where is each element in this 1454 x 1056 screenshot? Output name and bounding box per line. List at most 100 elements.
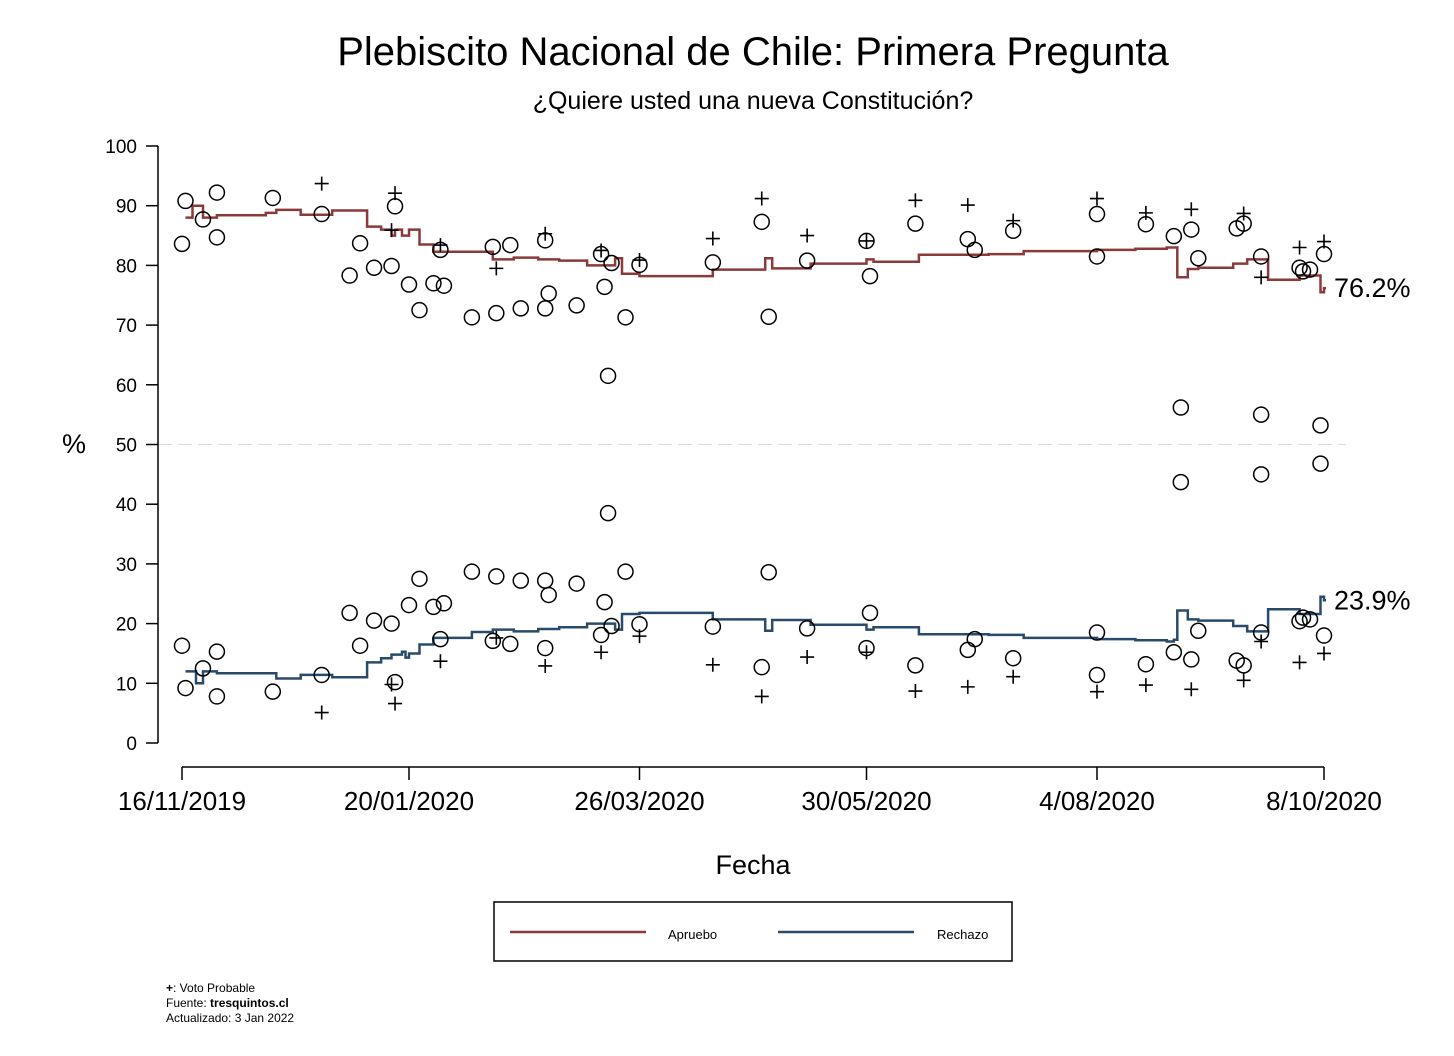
poll-point-circle — [432, 630, 449, 648]
poll-point-circle — [386, 673, 404, 691]
poll-point-circle — [603, 617, 620, 635]
poll-point-circle — [1252, 466, 1270, 483]
y-tick-label: 40 — [116, 495, 137, 516]
poll-point-plus — [314, 705, 329, 720]
poll-point-circle — [411, 570, 428, 588]
poll-point-plus — [632, 253, 647, 268]
chart-subtitle: ¿Quiere usted una nueva Constitución? — [533, 87, 974, 115]
poll-point-circle — [959, 641, 977, 659]
poll-point-circle — [502, 236, 519, 254]
poll-point-circle — [966, 241, 984, 259]
poll-point-plus — [754, 191, 769, 206]
poll-point-circle — [753, 213, 770, 231]
poll-point-plus — [489, 261, 504, 276]
x-tick-label: 30/05/2020 — [801, 786, 931, 816]
poll-point-circle — [617, 309, 634, 326]
poll-point-circle — [1294, 609, 1312, 626]
poll-point-circle — [1190, 249, 1207, 267]
poll-point-circle — [1252, 406, 1270, 423]
poll-point-circle — [1165, 644, 1183, 661]
poll-point-plus — [388, 186, 403, 201]
poll-point-circle — [173, 235, 191, 253]
footnote-updated: Actualizado: 3 Jan 2022 — [166, 1011, 295, 1025]
poll-point-plus — [1292, 655, 1307, 670]
poll-point-circle — [194, 660, 212, 677]
poll-point-plus — [960, 198, 975, 213]
poll-point-circle — [760, 564, 777, 581]
poll-point-plus — [960, 679, 975, 694]
poll-point-plus — [1138, 205, 1153, 220]
poll-point-circle — [1088, 248, 1106, 265]
series-line-apruebo — [185, 204, 1326, 294]
footnote-source: Fuente: tresquintos.cl — [166, 996, 294, 1011]
poll-point-circle — [208, 688, 226, 705]
poll-point-plus — [433, 238, 448, 253]
poll-point-circle — [435, 277, 453, 294]
poll-point-circle — [411, 301, 428, 319]
poll-point-circle — [488, 568, 505, 585]
poll-point-plus — [388, 696, 403, 711]
poll-point-plus — [908, 193, 923, 208]
x-tick-label: 16/11/2019 — [118, 786, 246, 816]
poll-point-plus — [1317, 234, 1331, 249]
poll-point-circle — [540, 586, 557, 604]
poll-point-circle — [386, 198, 404, 215]
x-tick-label: 26/03/2020 — [574, 786, 704, 816]
footnote: +: Voto Probable Fuente: tresquintos.cl … — [166, 981, 294, 1026]
y-tick-label: 10 — [116, 674, 137, 695]
poll-point-circle — [596, 593, 613, 611]
poll-point-plus — [1317, 646, 1331, 661]
marker-layer — [173, 176, 1333, 720]
poll-point-plus — [800, 650, 815, 665]
poll-point-circle — [341, 604, 358, 622]
y-tick-label: 50 — [116, 436, 137, 457]
poll-point-circle — [313, 205, 330, 223]
poll-point-plus — [384, 223, 399, 238]
poll-point-circle — [1165, 227, 1183, 245]
poll-point-circle — [798, 252, 816, 269]
end-label-apruebo: 76.2% — [1334, 273, 1411, 303]
poll-point-circle — [208, 184, 226, 201]
series-layer — [185, 204, 1326, 685]
poll-point-circle — [502, 635, 519, 653]
poll-point-plus — [754, 689, 769, 704]
poll-point-circle — [858, 232, 875, 250]
y-tick-label: 30 — [116, 555, 137, 576]
poll-point-circle — [603, 254, 620, 272]
probable-mark: + — [166, 981, 174, 995]
poll-point-circle — [425, 275, 442, 292]
poll-point-plus — [800, 228, 815, 243]
poll-point-circle — [1088, 624, 1106, 641]
poll-point-plus — [1006, 213, 1021, 228]
poll-point-circle — [617, 563, 634, 580]
poll-point-circle — [1315, 245, 1333, 263]
y-axis: 0 10 20 30 40 50 60 70 80 90 100 — [105, 137, 159, 755]
poll-point-circle — [351, 235, 369, 252]
poll-point-plus — [705, 231, 720, 246]
poll-point-circle — [540, 285, 557, 302]
poll-point-circle — [907, 215, 924, 232]
poll-point-circle — [400, 276, 418, 293]
poll-point-plus — [1090, 684, 1104, 699]
poll-point-circle — [1312, 417, 1329, 434]
poll-point-plus — [1236, 673, 1251, 688]
poll-point-circle — [568, 575, 585, 592]
poll-point-circle — [1190, 622, 1207, 640]
poll-point-circle — [1252, 248, 1270, 265]
poll-point-plus — [632, 629, 647, 644]
poll-point-circle — [704, 254, 722, 271]
poll-point-circle — [264, 189, 282, 207]
poll-point-plus — [1138, 678, 1153, 693]
poll-point-circle — [177, 679, 194, 697]
poll-point-circle — [173, 637, 191, 654]
poll-point-circle — [208, 229, 226, 246]
poll-point-circle — [488, 304, 505, 322]
x-axis: 16/11/2019 20/01/2020 26/03/2020 30/05/2020… — [118, 766, 1382, 816]
poll-point-circle — [861, 267, 879, 285]
poll-point-circle — [536, 572, 554, 589]
legend: Apruebo Rechazo — [493, 901, 1013, 962]
poll-point-plus — [1292, 240, 1307, 255]
x-tick-label: 20/01/2020 — [344, 786, 474, 816]
y-axis-title: % — [62, 429, 86, 459]
poll-point-plus — [594, 243, 609, 258]
